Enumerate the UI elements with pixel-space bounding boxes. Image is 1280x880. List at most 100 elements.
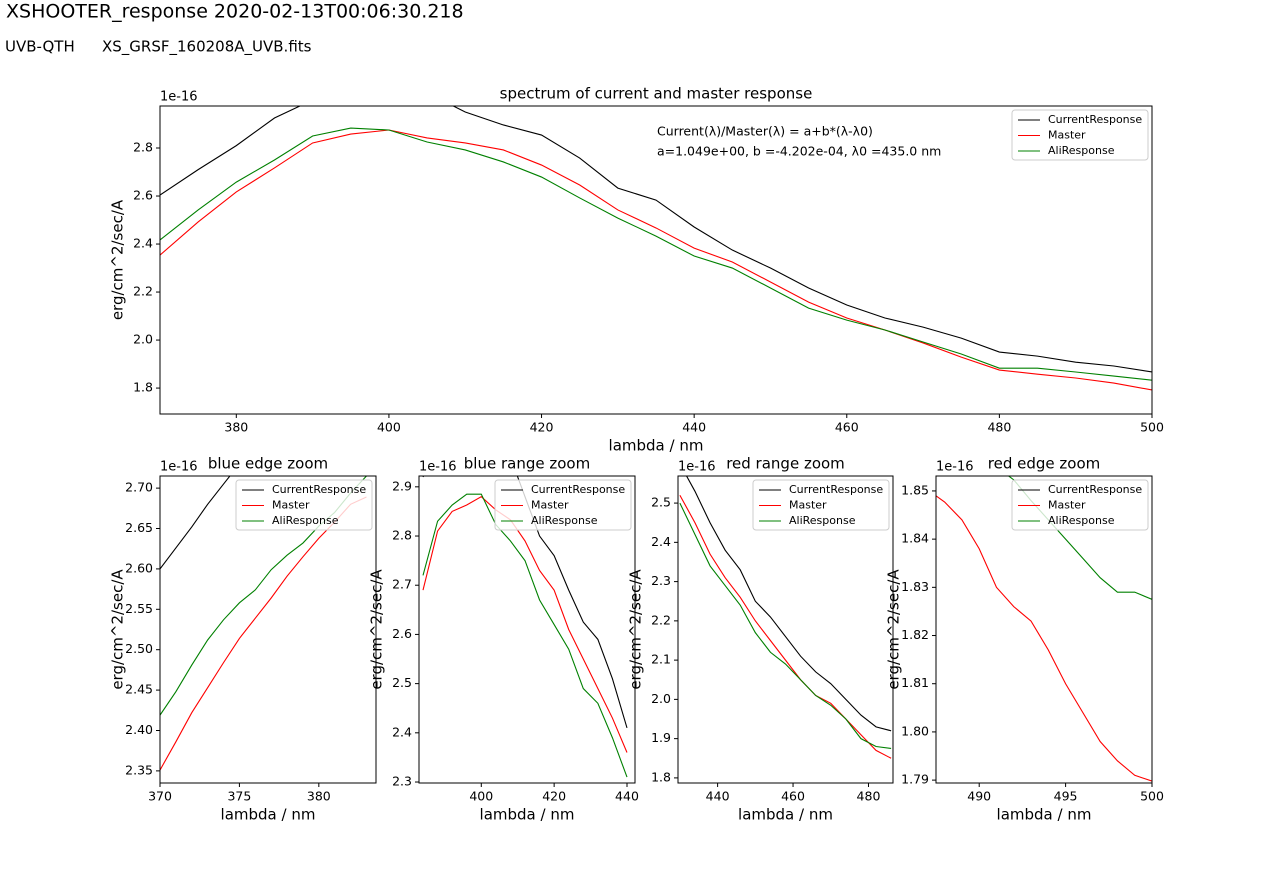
y-tick-label: 2.45	[125, 682, 153, 697]
x-tick-label: 480	[857, 789, 881, 804]
x-axis-label: lambda / nm	[738, 806, 833, 824]
y-tick-label: 2.65	[125, 520, 153, 535]
legend-label: AliResponse	[272, 514, 339, 527]
y-tick-label: 2.0	[651, 691, 671, 706]
y-tick-label: 2.55	[125, 601, 153, 616]
offset-label: 1e-16	[160, 460, 198, 475]
plot-area	[160, 106, 1152, 391]
y-axis-label: erg/cm^2/sec/A	[109, 569, 127, 690]
y-tick-label: 1.81	[901, 675, 929, 690]
series-line	[160, 127, 1152, 381]
axes-frame	[418, 475, 636, 784]
x-axis-label: lambda / nm	[221, 806, 316, 824]
y-tick-label: 2.3	[392, 774, 412, 789]
legend-box	[752, 479, 890, 531]
y-tick-label: 1.83	[901, 579, 929, 594]
chart-title: red range zoom	[726, 455, 845, 473]
offset-label: 1e-16	[419, 460, 457, 475]
legend-label: Master	[1048, 499, 1086, 512]
x-tick-label: 440	[615, 789, 639, 804]
axes-frame	[159, 105, 1153, 415]
axes-frame	[159, 475, 377, 784]
legend-label: CurrentResponse	[531, 483, 625, 496]
legend-label: Master	[272, 499, 310, 512]
annotation: a=1.049e+00, b =-4.202e-04, λ0 =435.0 nm	[657, 144, 941, 159]
annotation: Current(λ)/Master(λ) = a+b*(λ-λ0)	[657, 124, 873, 139]
offset-label: 1e-16	[160, 90, 198, 105]
y-tick-label: 2.8	[133, 140, 153, 155]
y-tick-label: 1.9	[651, 730, 671, 745]
chart-title: spectrum of current and master response	[500, 85, 813, 103]
y-tick-label: 2.6	[392, 626, 412, 641]
legend-label: Master	[789, 499, 827, 512]
y-tick-label: 2.7	[392, 577, 412, 592]
x-tick-label: 460	[835, 420, 859, 435]
chart-title: blue edge zoom	[208, 455, 328, 473]
x-tick-label: 490	[967, 789, 991, 804]
x-tick-label: 440	[706, 789, 730, 804]
x-tick-label: 380	[307, 789, 331, 804]
x-axis-label: lambda / nm	[480, 806, 575, 824]
series-line	[160, 476, 231, 570]
chart-title: blue range zoom	[464, 455, 590, 473]
legend-label: Master	[531, 499, 569, 512]
axes-frame	[677, 475, 894, 784]
page-title: XSHOOTER_response 2020-02-13T00:06:30.21…	[6, 1, 464, 23]
y-tick-label: 2.60	[125, 560, 153, 575]
y-tick-label: 1.84	[901, 531, 929, 546]
legend-box	[235, 479, 373, 531]
series-line	[160, 129, 1152, 391]
legend-label: CurrentResponse	[789, 483, 883, 496]
y-tick-label: 1.79	[901, 772, 929, 787]
y-tick-label: 2.8	[392, 528, 412, 543]
x-tick-label: 480	[987, 420, 1011, 435]
plot-area	[679, 476, 892, 759]
legend-label: AliResponse	[1048, 514, 1115, 527]
series-line	[685, 476, 892, 732]
legend-label: AliResponse	[1048, 144, 1115, 157]
y-tick-label: 1.85	[901, 482, 929, 497]
legend-label: CurrentResponse	[1048, 483, 1142, 496]
y-axis-label: erg/cm^2/sec/A	[627, 569, 645, 690]
legend-label: AliResponse	[789, 514, 856, 527]
x-axis-label: lambda / nm	[997, 806, 1092, 824]
y-tick-label: 2.2	[651, 612, 671, 627]
axes-frame	[935, 475, 1153, 784]
y-tick-label: 2.40	[125, 722, 153, 737]
y-tick-label: 2.5	[392, 675, 412, 690]
x-tick-label: 400	[469, 789, 493, 804]
legend-label: CurrentResponse	[1048, 113, 1142, 126]
series-line	[936, 495, 1152, 782]
x-tick-label: 500	[1140, 789, 1164, 804]
x-tick-label: 495	[1054, 789, 1078, 804]
x-tick-label: 420	[530, 420, 554, 435]
axes: 400 420 440 2.3 2.4 2.5 2.6 2.7 2.8 2.9 blue range…	[368, 455, 639, 824]
y-axis-label: erg/cm^2/sec/A	[885, 569, 903, 690]
offset-label: 1e-16	[936, 460, 974, 475]
series-line	[422, 493, 628, 778]
y-tick-label: 2.0	[133, 332, 153, 347]
y-tick-label: 2.2	[133, 284, 153, 299]
y-tick-label: 1.80	[901, 723, 929, 738]
x-tick-label: 460	[781, 789, 805, 804]
x-tick-label: 500	[1140, 420, 1164, 435]
y-tick-label: 1.8	[133, 380, 153, 395]
series-line	[160, 106, 1152, 373]
y-tick-label: 2.1	[651, 652, 671, 667]
y-tick-label: 2.35	[125, 762, 153, 777]
y-tick-label: 1.8	[651, 769, 671, 784]
x-tick-label: 440	[682, 420, 706, 435]
y-tick-label: 2.3	[651, 573, 671, 588]
y-tick-label: 2.9	[392, 478, 412, 493]
axes: 440 460 480 1.8 1.9 2.0 2.1 2.2 2.3 2.4 2.5 red ran…	[627, 455, 894, 824]
series-line	[679, 502, 892, 749]
y-tick-label: 1.82	[901, 627, 929, 642]
axes: 490 495 500 1.79 1.80 1.81 1.82 1.83 1.84 1.85 red…	[885, 455, 1164, 824]
legend-box	[1011, 109, 1149, 161]
offset-label: 1e-16	[678, 460, 716, 475]
legend-label: Master	[1048, 129, 1086, 142]
y-tick-label: 2.50	[125, 641, 153, 656]
legend-box	[494, 479, 632, 531]
legend-label: AliResponse	[531, 514, 598, 527]
